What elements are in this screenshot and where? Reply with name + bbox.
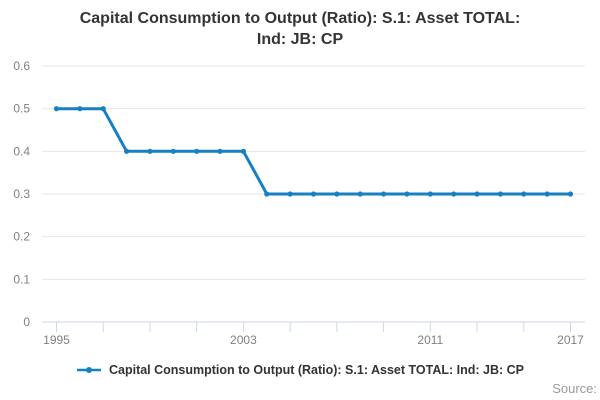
data-point-marker[interactable]: [357, 191, 363, 197]
data-point-marker[interactable]: [497, 191, 504, 197]
y-axis-label: 0.4: [13, 144, 30, 158]
data-point-marker[interactable]: [380, 191, 387, 197]
y-axis-label: 0: [23, 315, 30, 329]
x-axis-label: 2011: [417, 333, 443, 347]
data-point-marker[interactable]: [474, 191, 480, 197]
y-axis-label: 0.1: [13, 272, 30, 286]
data-point-marker[interactable]: [77, 106, 83, 112]
data-point-marker[interactable]: [123, 148, 130, 154]
chart-title: Capital Consumption to Output (Ratio): S…: [0, 8, 600, 50]
y-axis-label: 0.5: [13, 102, 30, 116]
y-axis-label: 0.3: [13, 187, 30, 201]
chart-title-line2: Ind: JB: CP: [256, 31, 344, 48]
y-axis-label: 0.2: [13, 230, 30, 244]
data-point-marker[interactable]: [334, 191, 340, 197]
data-point-marker[interactable]: [100, 106, 106, 112]
data-point-marker[interactable]: [404, 191, 410, 197]
legend-line-marker-icon: [76, 367, 101, 373]
x-axis-label: 2017: [557, 333, 584, 347]
data-point-marker[interactable]: [264, 191, 270, 197]
x-axis-label: 1995: [43, 333, 70, 347]
data-point-marker[interactable]: [170, 148, 176, 154]
data-point-marker[interactable]: [217, 148, 223, 154]
data-point-marker[interactable]: [194, 148, 200, 154]
source-label: Source:: [552, 381, 597, 396]
data-point-marker[interactable]: [53, 106, 60, 112]
data-point-marker[interactable]: [147, 148, 153, 154]
data-point-marker[interactable]: [427, 191, 433, 197]
chart-title-line1: Capital Consumption to Output (Ratio): S…: [79, 10, 521, 27]
data-point-marker[interactable]: [521, 191, 527, 197]
legend[interactable]: Capital Consumption to Output (Ratio): S…: [0, 363, 600, 377]
data-point-marker[interactable]: [567, 191, 574, 197]
data-point-marker[interactable]: [287, 191, 293, 197]
y-axis-label: 0.6: [13, 59, 30, 73]
data-point-marker[interactable]: [451, 191, 457, 197]
x-axis-label: 2003: [230, 333, 257, 347]
data-point-marker[interactable]: [240, 148, 247, 154]
data-point-marker[interactable]: [544, 191, 550, 197]
data-point-marker[interactable]: [310, 191, 317, 197]
legend-series-label: Capital Consumption to Output (Ratio): S…: [108, 363, 525, 377]
